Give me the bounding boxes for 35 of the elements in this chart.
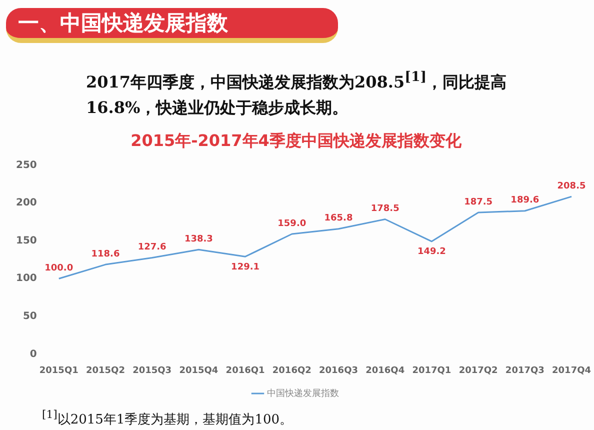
data-label: 100.0	[44, 263, 74, 274]
data-label: 187.5	[464, 197, 493, 208]
x-tick-label: 2017Q1	[412, 366, 452, 376]
data-label: 118.6	[91, 249, 120, 260]
x-tick-label: 2016Q2	[272, 366, 312, 376]
data-label: 178.5	[370, 204, 400, 214]
y-tick-label: 200	[16, 198, 37, 209]
x-tick-label: 2016Q4	[366, 366, 405, 376]
x-tick-label: 2016Q1	[226, 366, 265, 376]
x-tick-label: 2017Q3	[505, 366, 544, 376]
y-tick-label: 0	[30, 348, 37, 360]
data-label: 189.6	[510, 196, 540, 206]
data-label: 159.0	[278, 218, 306, 229]
y-tick-label: 50	[22, 310, 37, 322]
data-label: 208.5	[557, 181, 586, 192]
x-tick-label: 2016Q3	[319, 366, 358, 376]
x-tick-label: 2017Q2	[458, 366, 498, 376]
y-tick-label: 100	[16, 273, 37, 284]
data-label: 149.2	[417, 247, 446, 258]
x-tick-label: 2015Q2	[86, 366, 125, 376]
y-tick-label: 150	[16, 235, 37, 246]
x-tick-label: 2015Q1	[39, 366, 78, 376]
text: $^{[1]}$以2015年1季度为基期，基期值为100。	[42, 408, 293, 428]
data-label: 129.1	[231, 262, 260, 272]
data-label: 138.3	[184, 234, 213, 244]
text: 2017年四季度，中国快递发展指数为208.5$^{[1]}$，同比提高16.8%，快递业仍处于稳步成长期。	[86, 69, 507, 118]
legend-label: 中国快递发展指数	[266, 388, 339, 399]
chart-title: 2015年-2017年4季度中国快递发展指数变化	[130, 130, 462, 150]
data-label: 127.6	[138, 242, 166, 253]
text: 一、中国快递发展指数	[6, 8, 338, 43]
y-tick-label: 250	[16, 160, 37, 171]
data-label: 165.8	[324, 214, 353, 224]
x-tick-label: 2017Q4	[552, 366, 592, 376]
x-tick-label: 2015Q4	[179, 366, 218, 376]
x-tick-label: 2015Q3	[132, 366, 172, 376]
